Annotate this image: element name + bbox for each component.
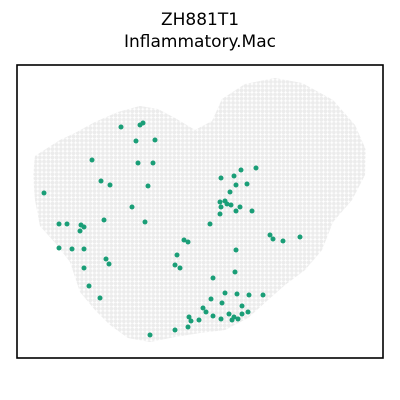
data-point-14 <box>145 183 151 189</box>
data-point-36 <box>101 217 107 223</box>
data-point-35 <box>77 228 83 234</box>
data-point-29 <box>142 219 148 225</box>
data-point-44 <box>280 238 286 244</box>
data-point-65 <box>203 309 209 315</box>
data-point-63 <box>239 303 245 309</box>
data-point-49 <box>106 261 112 267</box>
data-point-17 <box>244 181 250 187</box>
data-point-40 <box>181 237 187 243</box>
data-point-48 <box>103 256 109 262</box>
data-point-27 <box>249 208 255 214</box>
data-point-11 <box>218 175 224 181</box>
data-point-57 <box>234 291 240 297</box>
data-point-4 <box>152 137 158 143</box>
plot-frame <box>16 64 384 359</box>
data-point-0 <box>118 124 124 130</box>
data-point-76 <box>172 327 178 333</box>
data-point-13 <box>107 182 113 188</box>
data-point-26 <box>233 208 239 214</box>
data-point-34 <box>81 224 87 230</box>
data-point-64 <box>200 305 206 311</box>
data-point-2 <box>140 120 146 126</box>
data-point-38 <box>69 246 75 252</box>
data-point-67 <box>218 316 224 322</box>
data-point-25 <box>237 204 243 210</box>
data-point-52 <box>81 265 87 271</box>
data-point-8 <box>253 165 259 171</box>
data-point-23 <box>217 211 223 217</box>
data-point-9 <box>238 167 244 173</box>
data-point-15 <box>41 190 47 196</box>
data-point-62 <box>219 300 225 306</box>
data-point-58 <box>97 295 103 301</box>
data-point-53 <box>210 275 216 281</box>
data-point-32 <box>64 221 70 227</box>
data-point-79 <box>229 317 235 323</box>
data-point-70 <box>235 316 241 322</box>
data-point-24 <box>228 202 234 208</box>
data-point-7 <box>150 160 156 166</box>
data-point-77 <box>147 332 153 338</box>
data-point-28 <box>129 204 135 210</box>
data-point-45 <box>297 234 303 240</box>
data-point-50 <box>172 262 178 268</box>
data-point-46 <box>174 252 180 258</box>
data-point-71 <box>239 311 245 317</box>
data-point-75 <box>185 324 191 330</box>
data-point-37 <box>56 245 62 251</box>
data-point-47 <box>233 247 239 253</box>
data-point-22 <box>218 204 224 210</box>
data-point-18 <box>227 189 233 195</box>
data-point-21 <box>224 201 230 207</box>
data-point-19 <box>217 199 223 205</box>
data-point-31 <box>56 221 62 227</box>
chart-title-line-1: ZH881T1 <box>160 10 240 30</box>
data-point-78 <box>196 317 202 323</box>
data-point-3 <box>133 138 139 144</box>
data-point-51 <box>177 265 183 271</box>
data-point-66 <box>210 313 216 319</box>
highlighted-spots <box>41 120 303 338</box>
data-point-12 <box>98 178 104 184</box>
tissue-background-spots <box>33 78 366 342</box>
data-point-68 <box>226 311 232 317</box>
data-point-61 <box>260 292 266 298</box>
data-point-54 <box>232 269 238 275</box>
data-point-42 <box>267 232 273 238</box>
data-point-56 <box>222 290 228 296</box>
data-point-30 <box>207 221 213 227</box>
data-point-43 <box>270 236 276 242</box>
tissue-spot-grid <box>33 78 366 342</box>
data-point-41 <box>185 239 191 245</box>
data-point-59 <box>208 296 214 302</box>
data-point-72 <box>245 309 251 315</box>
data-point-60 <box>246 292 252 298</box>
data-point-10 <box>231 173 237 179</box>
data-point-6 <box>135 160 141 166</box>
data-point-39 <box>81 246 87 252</box>
data-point-55 <box>86 283 92 289</box>
chart-title-line-2: Inflammatory.Mac <box>124 32 276 52</box>
data-point-5 <box>89 157 95 163</box>
data-point-16 <box>233 182 239 188</box>
data-point-73 <box>186 314 192 320</box>
data-point-74 <box>188 318 194 324</box>
